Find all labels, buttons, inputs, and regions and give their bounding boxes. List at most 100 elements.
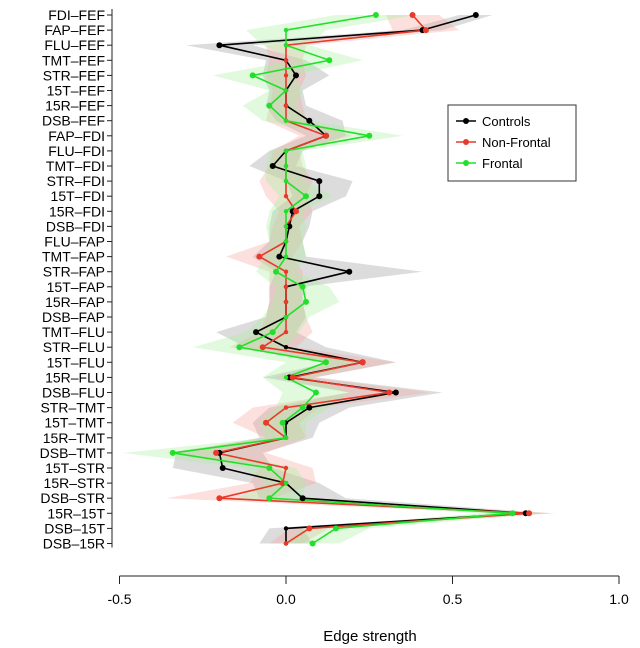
legend-label-frontal: Frontal [482,156,523,171]
data-point-frontal [302,298,309,305]
legend: Controls Non-Frontal Frontal [447,104,577,182]
y-tick-label: 15T–FEF [47,83,105,99]
data-point-frontal [283,209,289,214]
data-point-non-frontal [422,27,429,34]
data-point-non-frontal [283,194,289,199]
y-tick-label: FAP–FDI [48,128,105,144]
data-point-non-frontal [256,253,263,260]
y-tick-label: FDI–FEF [48,7,105,23]
data-point-controls [346,268,353,275]
series-line-non-frontal [215,14,530,545]
y-axis: FDI–FEFFAP–FEFFLU–FEFTMT–FEFSTR–FEF15T–F… [40,7,113,552]
y-tick-label: DSB–FEF [42,113,105,129]
data-point-frontal [283,118,289,123]
data-point-non-frontal [213,449,220,456]
data-point-frontal [322,359,329,366]
data-point-non-frontal [289,374,296,381]
data-point-frontal [169,449,176,456]
data-point-non-frontal [263,419,270,426]
data-point-frontal [283,224,289,229]
x-axis-title: Edge strength [323,628,416,645]
data-point-frontal [283,43,289,48]
data-point-frontal [266,495,273,502]
data-point-controls [219,465,226,471]
confidence-bands [122,15,556,544]
data-point-frontal [273,268,280,275]
y-tick-label: 15R–FAP [45,294,105,310]
data-point-frontal [299,404,306,411]
y-tick-label: FAP–FEF [44,22,105,38]
y-tick-label: DSB–FDI [46,218,105,234]
data-point-non-frontal [283,58,289,63]
y-tick-label: 15T–FLU [47,354,105,370]
data-point-non-frontal [283,284,289,289]
x-tick-label: 0.5 [443,591,463,607]
data-point-frontal [249,72,256,79]
x-tick-label: -0.5 [107,591,131,607]
y-tick-label: 15T–FDI [51,188,105,204]
y-tick-label: 15T–TMT [44,415,105,431]
data-point-frontal [283,239,289,244]
data-point-controls [269,163,276,169]
data-point-frontal [279,419,286,426]
series-band-controls [172,15,550,544]
legend-label-non-frontal: Non-Frontal [482,135,551,150]
data-point-controls [306,404,313,411]
data-point-frontal [266,465,273,471]
data-point-frontal [309,540,316,547]
data-point-controls [306,117,313,124]
data-point-non-frontal [283,405,289,410]
data-point-controls [253,329,260,336]
data-point-frontal [266,102,273,109]
data-point-frontal [283,178,289,184]
data-point-non-frontal [283,465,289,471]
data-point-controls [299,495,306,502]
y-tick-label: 15R–15T [47,505,105,521]
y-tick-label: 15T–STR [45,460,105,476]
data-point-controls [316,178,323,185]
y-tick-label: 15R–TMT [43,430,106,446]
legend-marker-frontal [463,160,469,166]
data-point-non-frontal [283,73,289,78]
data-point-controls [472,12,479,18]
data-point-frontal [283,163,289,169]
y-tick-label: FLU–FEF [44,37,105,53]
legend-label-controls: Controls [482,114,531,129]
y-tick-label: STR–TMT [40,400,105,416]
x-tick-label: 1.0 [609,591,629,607]
data-point-frontal [283,27,289,33]
data-point-controls [286,223,293,230]
series-lines [169,12,533,547]
data-point-frontal [283,254,289,259]
y-tick-label: TMT–FEF [42,52,105,68]
y-tick-label: 15R–FEF [45,98,105,114]
data-point-controls [283,345,289,350]
data-point-non-frontal [322,132,329,139]
y-tick-label: DSB–15T [44,520,105,536]
y-tick-label: STR–FEF [43,67,105,83]
y-tick-label: FLU–FAP [44,234,105,250]
y-tick-label: STR–FDI [47,173,105,189]
data-point-non-frontal [292,208,299,215]
data-point-frontal [283,148,289,154]
data-point-frontal [312,389,319,396]
data-point-frontal [283,480,289,486]
series-line-frontal [172,14,513,545]
y-tick-label: 15R–FDI [49,203,105,219]
data-point-non-frontal [409,12,416,18]
y-tick-label: DSB–FAP [42,309,105,325]
data-point-frontal [299,283,306,290]
y-tick-label: DSB–TMT [40,445,106,461]
legend-box [447,104,577,182]
y-tick-label: 15R–STR [44,475,105,491]
x-tick-label: 0.0 [276,591,296,607]
data-point-controls [216,42,223,49]
y-tick-label: STR–FAP [43,264,105,280]
y-tick-label: TMT–FAP [42,249,105,265]
data-point-frontal [302,193,309,200]
data-point-frontal [283,375,289,380]
y-tick-label: TMT–FDI [46,158,105,174]
y-tick-label: TMT–FLU [42,324,105,340]
y-tick-label: STR–FLU [43,339,105,355]
